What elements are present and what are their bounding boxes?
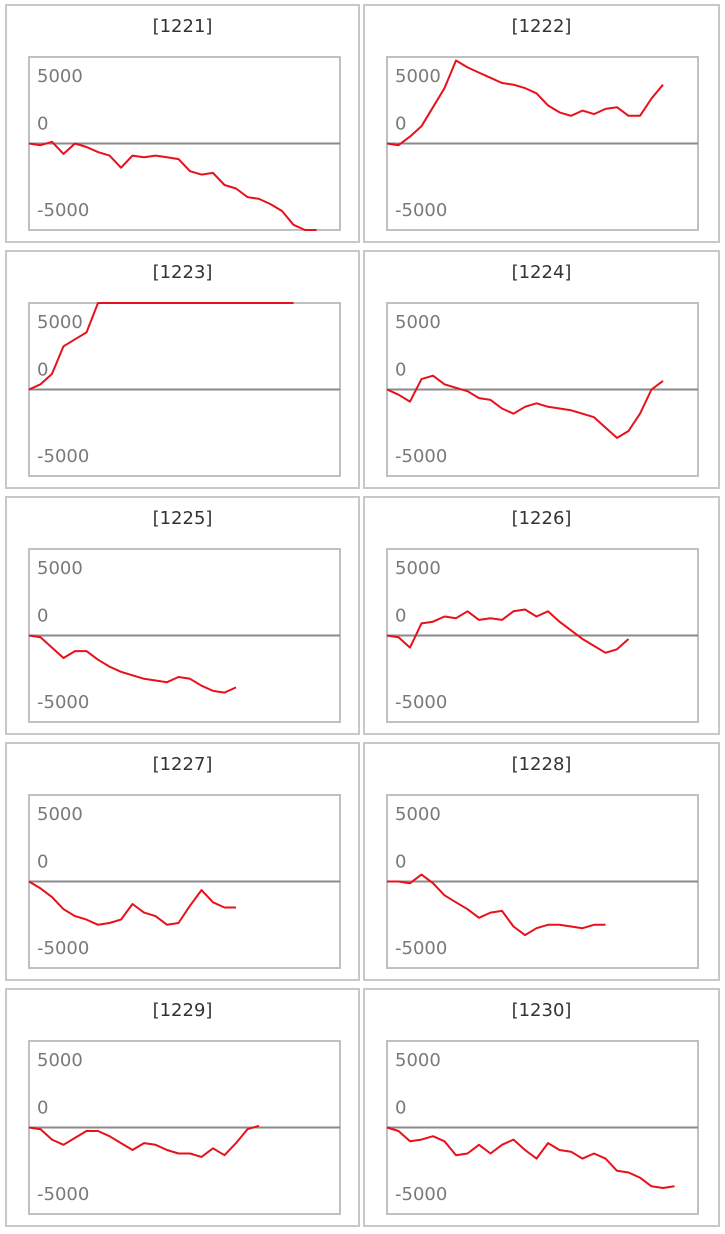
chart-title: [1225]: [153, 508, 213, 529]
y-tick-label: 5000: [37, 312, 83, 333]
data-line: [28, 302, 294, 391]
y-tick-label: 5000: [395, 1050, 441, 1071]
y-tick-label: 5000: [395, 558, 441, 579]
chart-title: [1230]: [512, 1000, 572, 1021]
y-tick-label: 5000: [395, 312, 441, 333]
y-tick-label: 0: [395, 606, 406, 627]
chart-title: [1222]: [512, 16, 572, 37]
y-tick-label: -5000: [395, 446, 447, 467]
y-tick-label: 0: [37, 852, 48, 873]
y-tick-label: -5000: [395, 200, 447, 221]
y-tick-label: 0: [37, 606, 48, 627]
chart-title: [1228]: [512, 754, 572, 775]
data-line: [387, 873, 606, 937]
data-line: [386, 59, 664, 147]
y-tick-label: -5000: [37, 938, 89, 959]
data-line: [386, 1126, 675, 1189]
data-line: [28, 634, 237, 694]
y-tick-label: 0: [395, 1098, 406, 1119]
y-tick-label: 5000: [395, 66, 441, 87]
y-tick-label: 0: [37, 360, 48, 381]
y-tick-label: 0: [395, 852, 406, 873]
y-tick-label: 0: [395, 360, 406, 381]
y-tick-label: 5000: [37, 66, 83, 87]
y-tick-label: -5000: [37, 1184, 89, 1205]
y-tick-label: -5000: [395, 1184, 447, 1205]
y-tick-label: -5000: [395, 692, 447, 713]
y-tick-label: 0: [395, 114, 406, 135]
y-tick-label: 0: [37, 1098, 48, 1119]
chart-title: [1224]: [512, 262, 572, 283]
chart-title: [1223]: [153, 262, 213, 283]
y-tick-label: 5000: [395, 804, 441, 825]
y-tick-label: -5000: [37, 692, 89, 713]
chart-title: [1229]: [153, 1000, 213, 1021]
y-tick-label: -5000: [395, 938, 447, 959]
chart-title: [1227]: [153, 754, 213, 775]
y-tick-label: 5000: [37, 804, 83, 825]
y-tick-label: 0: [37, 114, 48, 135]
chart-title: [1221]: [153, 16, 213, 37]
data-line: [28, 1124, 260, 1158]
data-line: [386, 374, 664, 439]
y-tick-label: 5000: [37, 1050, 83, 1071]
data-line: [28, 880, 236, 926]
data-line: [28, 140, 317, 231]
data-line: [386, 608, 630, 654]
y-tick-label: 5000: [37, 558, 83, 579]
y-tick-label: -5000: [37, 200, 89, 221]
chart-title: [1226]: [512, 508, 572, 529]
y-tick-label: -5000: [37, 446, 89, 467]
